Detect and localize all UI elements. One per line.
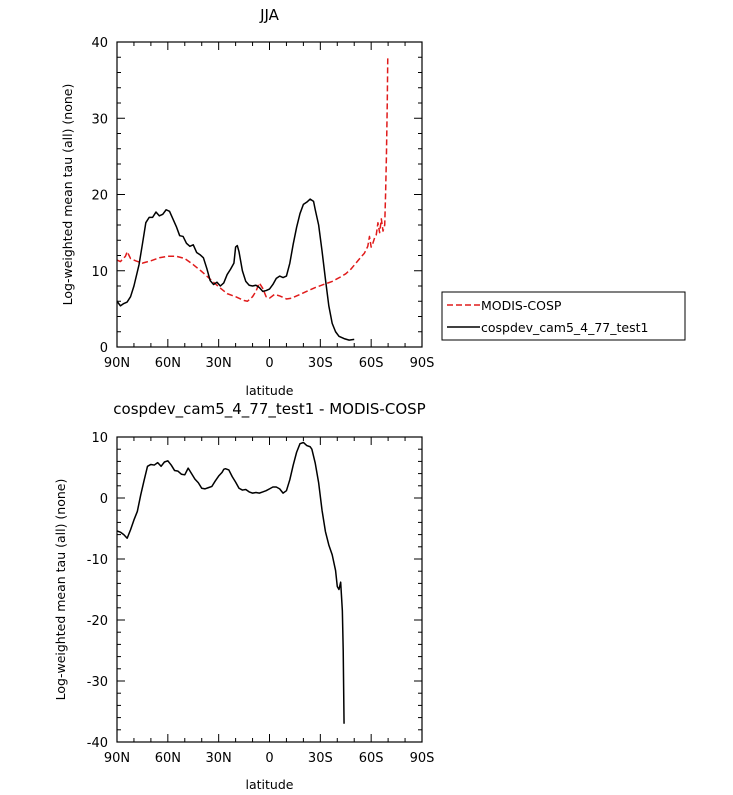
y-tick-label: 10 [91,265,108,280]
bottom-panel: cospdev_cam5_4_77_test1 - MODIS-COSP 90N 6… [53,400,434,792]
plot-frame [116,436,423,743]
top-panel: JJA 90N 60N 30N 0 30S 60S 90S 0 10 20 30 40 latitude L… [60,6,686,398]
y-tick-label: 10 [91,431,108,446]
x-tick-label: 30N [206,356,232,371]
chart-title: cospdev_cam5_4_77_test1 - MODIS-COSP [113,400,425,419]
x-tick-label: 60N [155,356,181,371]
x-tick-label: 60N [155,751,181,766]
y-tick-label: -20 [87,614,108,629]
x-tick-label: 30S [308,356,333,371]
y-tick-label: 40 [91,36,108,51]
x-tick-label: 0 [265,356,273,371]
x-tick-label: 0 [265,751,273,766]
series-line-0 [116,441,345,724]
y-tick-label: 30 [91,112,108,127]
legend-label-1: cospdev_cam5_4_77_test1 [481,320,648,335]
x-tick-label: 60S [359,356,384,371]
y-axis-label: Log-weighted mean tau (all) (none) [53,479,68,701]
x-tick-label: 90S [410,751,435,766]
x-tick-label: 60S [359,751,384,766]
y-tick-label: 0 [100,341,108,356]
y-tick-label: -40 [87,736,108,751]
legend: MODIS-COSP cospdev_cam5_4_77_test1 [441,291,686,341]
x-tick-label: 90N [104,356,130,371]
x-tick-label: 30S [308,751,333,766]
legend-box [441,291,686,341]
y-axis-label: Log-weighted mean tau (all) (none) [60,84,75,306]
x-axis-label: latitude [246,383,294,398]
y-tick-label: -30 [87,675,108,690]
series-line-0 [116,57,389,302]
chart-title: JJA [259,6,280,24]
x-tick-label: 30N [206,751,232,766]
y-tick-label: -10 [87,553,108,568]
y-tick-label: 0 [100,492,108,507]
x-tick-label: 90S [410,356,435,371]
plot-frame [116,41,423,348]
series-line-1 [116,198,355,341]
y-tick-label: 20 [91,189,108,204]
x-tick-label: 90N [104,751,130,766]
x-axis-label: latitude [246,777,294,792]
legend-label-0: MODIS-COSP [481,298,562,313]
